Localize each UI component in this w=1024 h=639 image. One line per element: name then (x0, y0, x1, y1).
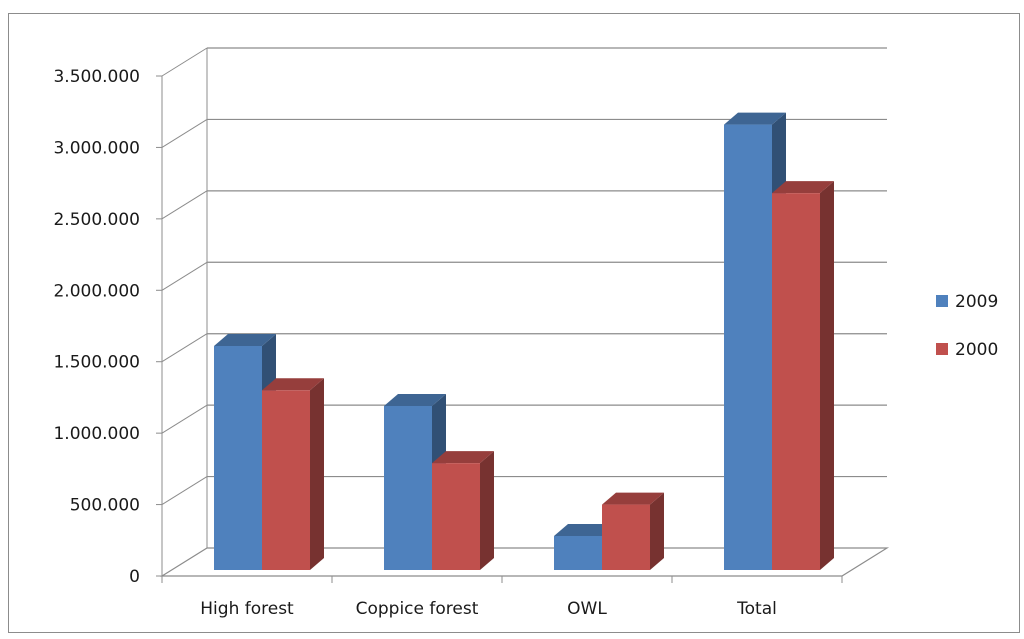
bar-top (602, 492, 664, 505)
bar-top (214, 334, 276, 346)
legend: 2009 2000 (936, 292, 998, 360)
y-tick-label: 0 (129, 567, 140, 587)
y-tick-label: 1.000.000 (53, 424, 140, 444)
gridline-side (161, 119, 208, 148)
category-label: OWL (567, 599, 607, 619)
bar-top (772, 181, 834, 194)
bar-front (772, 193, 820, 570)
category-label: Coppice forest (356, 599, 479, 619)
bar-front (602, 504, 650, 570)
bar-top (262, 378, 324, 391)
bar-top (384, 394, 446, 406)
gridline-side (161, 261, 208, 291)
category-label: High forest (200, 599, 294, 619)
gridline-side (161, 333, 208, 363)
legend-label: 2009 (955, 292, 998, 312)
gridline-side (161, 404, 208, 434)
bar-front (262, 390, 310, 570)
bar-side (650, 492, 664, 570)
bar-front (432, 463, 480, 570)
y-tick-label: 3.000.000 (53, 138, 140, 158)
bar-2000-1 (432, 451, 494, 570)
legend-swatch (936, 343, 948, 355)
bar-front (384, 406, 432, 570)
bar-2000-2 (602, 492, 664, 570)
bars (214, 112, 834, 571)
legend-label: 2000 (955, 340, 998, 360)
y-axis-tick-labels: 0 500.000 1.000.000 1.500.000 2.000.000 2.500… (53, 67, 140, 587)
bar-front (724, 124, 772, 571)
chart-area (8, 13, 1020, 633)
bar-2000-0 (262, 378, 324, 570)
x-axis-category-labels: High forest Coppice forest OWL Total (200, 599, 777, 619)
axes (156, 75, 843, 583)
y-tick-label: 1.500.000 (53, 353, 140, 373)
bar-top (724, 112, 786, 125)
bar-side (480, 451, 494, 570)
bar-front (214, 346, 262, 570)
gridline-side (161, 47, 208, 77)
y-tick-label: 3.500.000 (53, 67, 140, 87)
legend-swatch (936, 295, 948, 307)
bar-2000-3 (772, 181, 834, 570)
bar-top (432, 451, 494, 464)
bar-side (820, 181, 834, 570)
bar-front (554, 536, 602, 570)
bar-side (310, 378, 324, 570)
gridline-side (161, 476, 208, 505)
y-tick-label: 2.500.000 (53, 210, 140, 230)
category-label: Total (736, 599, 777, 619)
y-tick-label: 2.000.000 (53, 281, 140, 301)
gridline-side (161, 190, 208, 220)
y-tick-label: 500.000 (70, 496, 140, 516)
bar-top (554, 524, 616, 536)
